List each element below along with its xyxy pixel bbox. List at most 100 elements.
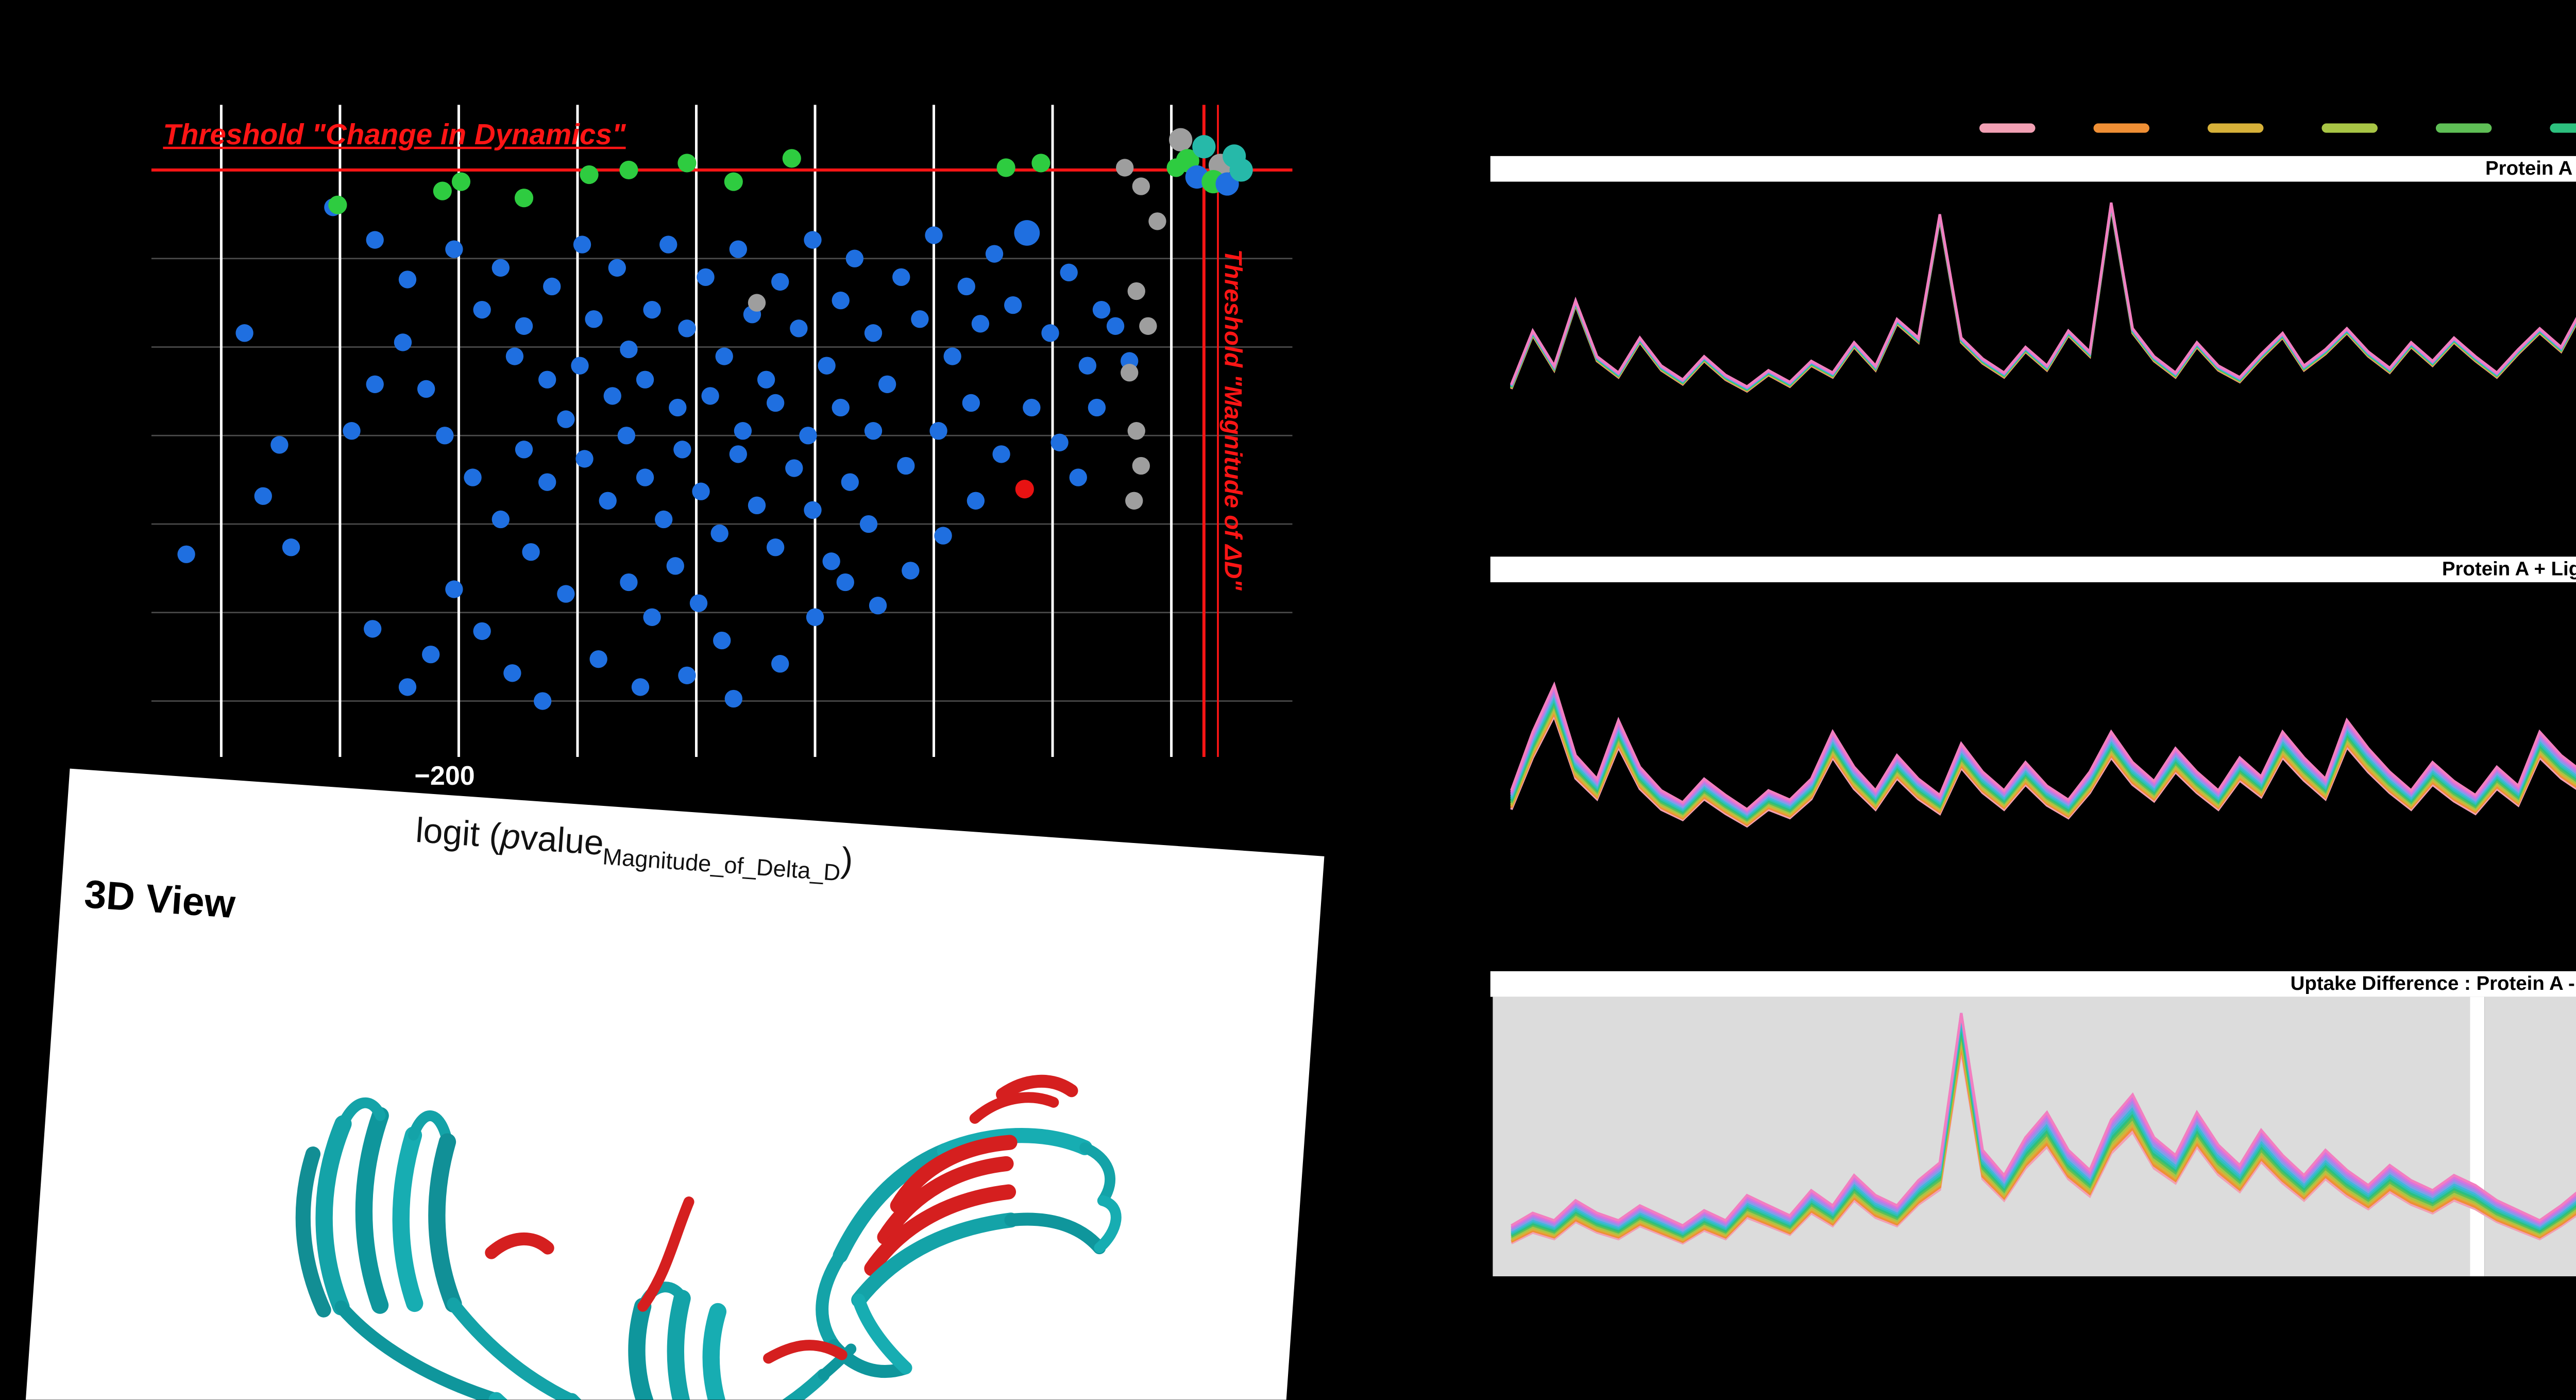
scatter-point[interactable] [533,692,552,710]
scatter-point[interactable] [177,545,195,563]
scatter-point[interactable] [822,552,840,570]
scatter-point[interactable] [757,370,775,389]
scatter-point[interactable] [957,277,975,296]
uptake-series-line[interactable] [1510,204,2576,390]
scatter-point[interactable] [1106,317,1125,335]
protein-structure-ribbon[interactable] [113,933,1266,1400]
scatter-point[interactable] [575,450,594,468]
scatter-point[interactable] [985,245,1004,263]
scatter-point[interactable] [1192,135,1216,159]
scatter-point[interactable] [464,468,482,486]
uptake-series-line[interactable] [1510,634,2576,811]
scatter-point[interactable] [473,622,491,640]
uptake-chart-protein-a-ligand[interactable] [1493,582,2576,955]
scatter-point[interactable] [417,380,435,398]
scatter-point[interactable] [1031,154,1050,173]
legend-key-5[interactable] [2550,123,2576,133]
scatter-point[interactable] [445,580,463,598]
scatter-point[interactable] [678,319,696,338]
scatter-point[interactable] [617,427,636,445]
scatter-point[interactable] [729,445,748,463]
scatter-point[interactable] [1078,357,1097,375]
scatter-point[interactable] [515,317,533,335]
scatter-point[interactable] [492,510,510,529]
scatter-point[interactable] [799,427,817,445]
legend-key-0[interactable] [1979,123,2036,133]
scatter-point[interactable] [859,515,878,533]
scatter-point[interactable] [538,370,556,389]
scatter-point[interactable] [1127,282,1145,300]
scatter-point[interactable] [697,268,715,286]
scatter-point[interactable] [538,473,556,491]
scatter-point[interactable] [832,398,850,417]
scatter-point[interactable] [422,645,440,664]
scatter-point[interactable] [967,492,985,510]
scatter-point[interactable] [619,160,638,180]
scatter-point[interactable] [1139,317,1157,335]
scatter-point[interactable] [1229,158,1253,182]
scatter-point[interactable] [666,557,684,575]
scatter-point[interactable] [589,650,607,668]
uptake-series-line[interactable] [1510,207,2576,428]
scatter-point[interactable] [1121,364,1139,382]
scatter-point[interactable] [902,562,920,580]
scatter-point[interactable] [655,510,673,529]
uptake-chart-protein-a[interactable] [1493,182,2576,548]
scatter-point[interactable] [864,422,883,440]
scatter-point[interactable] [729,240,748,258]
scatter-point[interactable] [1050,433,1069,451]
scatter-point[interactable] [748,294,766,312]
scatter-point[interactable] [451,172,471,191]
uptake-series-line[interactable] [1511,1031,2576,1238]
scatter-point[interactable] [869,597,887,615]
uptake-series-line[interactable] [1511,1041,2576,1242]
uptake-series-line[interactable] [1510,204,2576,391]
legend-key-1[interactable] [2093,123,2149,133]
uptake-series-line[interactable] [1511,1045,2576,1243]
scatter-point[interactable] [678,666,696,684]
scatter-point[interactable] [343,422,361,440]
scatter-point[interactable] [1060,263,1078,282]
scatter-point[interactable] [1115,159,1134,177]
scatter-point[interactable] [433,181,452,200]
scatter-point[interactable] [766,394,785,412]
scatter-point[interactable] [1015,480,1034,499]
scatter-point[interactable] [1125,492,1143,510]
scatter-point[interactable] [603,387,621,405]
scatter-point[interactable] [580,165,599,184]
scatter-point[interactable] [270,436,289,454]
scatter-point[interactable] [771,273,789,291]
uptake-series-line[interactable] [1511,1013,2576,1227]
scatter-point[interactable] [1004,296,1022,314]
scatter-point[interactable] [514,189,534,208]
scatter-point[interactable] [557,585,575,603]
scatter-point[interactable] [771,655,789,673]
uptake-series-line[interactable] [1511,1017,2576,1234]
scatter-point[interactable] [1132,177,1150,195]
scatter-point[interactable] [1041,324,1059,342]
scatter-point[interactable] [911,310,929,328]
uptake-series-line[interactable] [1510,206,2576,398]
scatter-point[interactable] [643,300,661,319]
uptake-series-line[interactable] [1510,202,2576,389]
uptake-series-line[interactable] [1511,1013,2576,1230]
uptake-series-line[interactable] [1510,203,2576,389]
scatter-point[interactable] [1069,468,1087,486]
scatter-point[interactable] [282,538,300,556]
scatter-point[interactable] [925,226,943,244]
scatter-point[interactable] [515,441,533,459]
scatter-point[interactable] [713,631,731,650]
scatter-point[interactable] [235,324,253,342]
scatter-point[interactable] [724,689,742,708]
scatter-point[interactable] [620,573,638,592]
legend-key-4[interactable] [2435,123,2492,133]
uptake-series-line[interactable] [1511,1026,2576,1237]
uptake-series-line[interactable] [1510,204,2576,390]
scatter-point[interactable] [573,235,591,254]
scatter-point[interactable] [806,608,824,626]
scatter-point[interactable] [398,271,417,289]
scatter-point[interactable] [677,154,697,173]
scatter-point[interactable] [364,620,382,638]
scatter-point[interactable] [473,300,491,319]
scatter-point[interactable] [543,277,561,296]
